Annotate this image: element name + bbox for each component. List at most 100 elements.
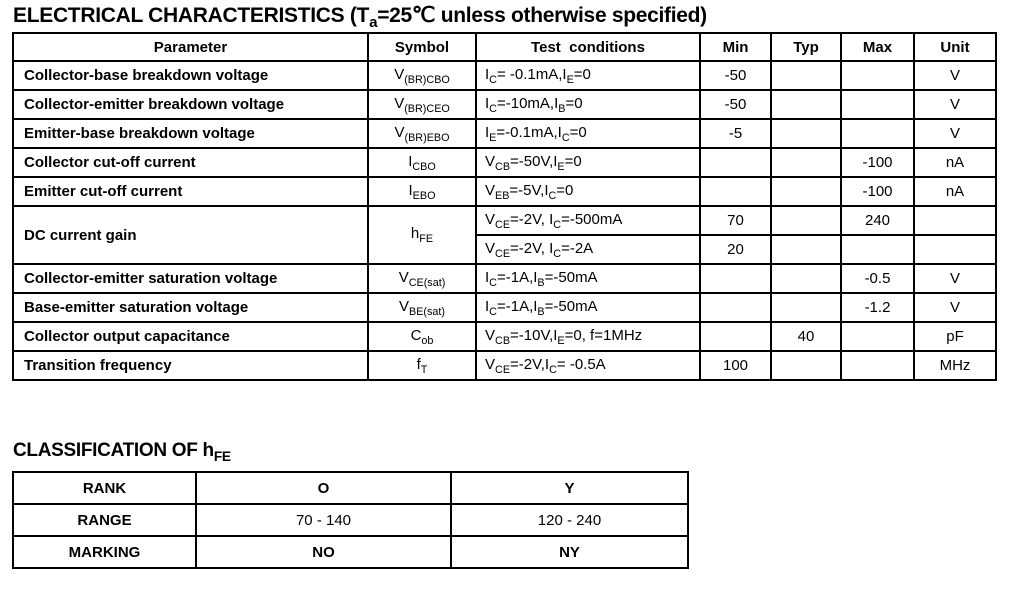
symbol-cell: fT bbox=[367, 350, 477, 381]
rank-y-value: Y bbox=[450, 471, 689, 505]
conditions-cell: IC=-10mA,IB=0 bbox=[475, 89, 701, 120]
parameter-cell: Transition frequency bbox=[12, 350, 369, 381]
typ-cell bbox=[770, 292, 842, 323]
parameter-cell: Emitter cut-off current bbox=[12, 176, 369, 207]
row-base-emitter-saturation-voltage: Base-emitter saturation voltage VBE(sat)… bbox=[12, 292, 997, 323]
typ-cell: 40 bbox=[770, 321, 842, 352]
conditions-cell: VCE=-2V,IC= -0.5A bbox=[475, 350, 701, 381]
min-cell: 100 bbox=[699, 350, 772, 381]
typ-cell bbox=[770, 89, 842, 120]
conditions-cell: VCE=-2V, IC=-2A bbox=[475, 234, 701, 265]
typ-cell bbox=[770, 147, 842, 178]
symbol-cell: Cob bbox=[367, 321, 477, 352]
header-parameter: Parameter bbox=[12, 32, 369, 62]
typ-cell bbox=[770, 118, 842, 149]
max-cell: -0.5 bbox=[840, 263, 915, 294]
parameter-cell: Collector-base breakdown voltage bbox=[12, 60, 369, 91]
min-cell: -5 bbox=[699, 118, 772, 149]
min-cell bbox=[699, 176, 772, 207]
max-cell: -100 bbox=[840, 147, 915, 178]
parameter-cell: Collector output capacitance bbox=[12, 321, 369, 352]
rank-o-value: O bbox=[195, 471, 452, 505]
parameter-cell: Collector-emitter breakdown voltage bbox=[12, 89, 369, 120]
max-cell bbox=[840, 118, 915, 149]
max-cell bbox=[840, 89, 915, 120]
min-cell bbox=[699, 292, 772, 323]
header-test-conditions: Test conditions bbox=[475, 32, 701, 62]
min-cell: -50 bbox=[699, 89, 772, 120]
row-collector-base-breakdown-voltage: Collector-base breakdown voltage V(BR)CB… bbox=[12, 60, 997, 91]
symbol-cell: hFE bbox=[367, 205, 477, 265]
parameter-cell: Collector-emitter saturation voltage bbox=[12, 263, 369, 294]
typ-cell bbox=[770, 60, 842, 91]
marking-row: MARKING NO NY bbox=[12, 535, 689, 569]
classification-heading: CLASSIFICATION OF hFE bbox=[13, 440, 231, 464]
conditions-cell: IC=-1A,IB=-50mA bbox=[475, 263, 701, 294]
unit-cell: V bbox=[913, 292, 997, 323]
marking-y-value: NY bbox=[450, 535, 689, 569]
range-label: RANGE bbox=[12, 503, 197, 537]
unit-cell: V bbox=[913, 89, 997, 120]
row-dc-current-gain-2: VCE=-2V, IC=-2A 20 bbox=[13, 234, 997, 265]
typ-cell bbox=[770, 205, 842, 236]
conditions-cell: VCB=-50V,IE=0 bbox=[475, 147, 701, 178]
min-cell bbox=[699, 147, 772, 178]
min-cell: -50 bbox=[699, 60, 772, 91]
electrical-characteristics-title: ELECTRICAL CHARACTERISTICS (Ta=25℃ unles… bbox=[13, 4, 707, 32]
conditions-cell: IC=-1A,IB=-50mA bbox=[475, 292, 701, 323]
max-cell: -1.2 bbox=[840, 292, 915, 323]
unit-cell: nA bbox=[913, 147, 997, 178]
marking-o-value: NO bbox=[195, 535, 452, 569]
electrical-characteristics-table: Parameter Symbol Test conditions Min Typ… bbox=[12, 32, 997, 381]
parameter-cell: Emitter-base breakdown voltage bbox=[12, 118, 369, 149]
parameter-cell: Base-emitter saturation voltage bbox=[12, 292, 369, 323]
symbol-cell: V(BR)CEO bbox=[367, 89, 477, 120]
row-emitter-base-breakdown-voltage: Emitter-base breakdown voltage V(BR)EBO … bbox=[12, 118, 997, 149]
rank-label: RANK bbox=[12, 471, 197, 505]
symbol-cell: IEBO bbox=[367, 176, 477, 207]
unit-cell: V bbox=[913, 263, 997, 294]
range-o-value: 70 - 140 bbox=[195, 503, 452, 537]
range-y-value: 120 - 240 bbox=[450, 503, 689, 537]
symbol-cell: V(BR)CBO bbox=[367, 60, 477, 91]
symbol-cell: VCE(sat) bbox=[367, 263, 477, 294]
range-row: RANGE 70 - 140 120 - 240 bbox=[12, 503, 689, 537]
row-collector-cutoff-current: Collector cut-off current ICBO VCB=-50V,… bbox=[12, 147, 997, 178]
conditions-cell: IC= -0.1mA,IE=0 bbox=[475, 60, 701, 91]
symbol-cell: ICBO bbox=[367, 147, 477, 178]
min-cell bbox=[699, 321, 772, 352]
typ-cell bbox=[770, 263, 842, 294]
parameter-cell: Collector cut-off current bbox=[12, 147, 369, 178]
unit-cell bbox=[913, 205, 997, 236]
row-emitter-cutoff-current: Emitter cut-off current IEBO VEB=-5V,IC=… bbox=[12, 176, 997, 207]
conditions-cell: IE=-0.1mA,IC=0 bbox=[475, 118, 701, 149]
max-cell bbox=[840, 60, 915, 91]
parameter-cell: DC current gain bbox=[12, 205, 369, 265]
electrical-header-row: Parameter Symbol Test conditions Min Typ… bbox=[12, 32, 997, 62]
header-min: Min bbox=[699, 32, 772, 62]
row-collector-emitter-saturation-voltage: Collector-emitter saturation voltage VCE… bbox=[12, 263, 997, 294]
symbol-cell: V(BR)EBO bbox=[367, 118, 477, 149]
min-cell: 70 bbox=[699, 205, 772, 236]
typ-cell bbox=[770, 350, 842, 381]
max-cell: -100 bbox=[840, 176, 915, 207]
header-typ: Typ bbox=[770, 32, 842, 62]
max-cell bbox=[840, 321, 915, 352]
header-symbol: Symbol bbox=[367, 32, 477, 62]
unit-cell: nA bbox=[913, 176, 997, 207]
header-max: Max bbox=[840, 32, 915, 62]
unit-cell: MHz bbox=[913, 350, 997, 381]
unit-cell: V bbox=[913, 60, 997, 91]
conditions-cell: VEB=-5V,IC=0 bbox=[475, 176, 701, 207]
unit-cell: pF bbox=[913, 321, 997, 352]
row-collector-emitter-breakdown-voltage: Collector-emitter breakdown voltage V(BR… bbox=[12, 89, 997, 120]
row-transition-frequency: Transition frequency fT VCE=-2V,IC= -0.5… bbox=[12, 350, 997, 381]
hfe-classification-table: RANK O Y RANGE 70 - 140 120 - 240 MARKIN… bbox=[12, 471, 689, 569]
conditions-cell: VCE=-2V, IC=-500mA bbox=[475, 205, 701, 236]
row-dc-current-gain-1: DC current gain hFE VCE=-2V, IC=-500mA 7… bbox=[12, 205, 997, 265]
min-cell bbox=[699, 263, 772, 294]
max-cell bbox=[840, 350, 915, 381]
conditions-cell: VCB=-10V,IE=0, f=1MHz bbox=[475, 321, 701, 352]
max-cell bbox=[840, 234, 915, 265]
